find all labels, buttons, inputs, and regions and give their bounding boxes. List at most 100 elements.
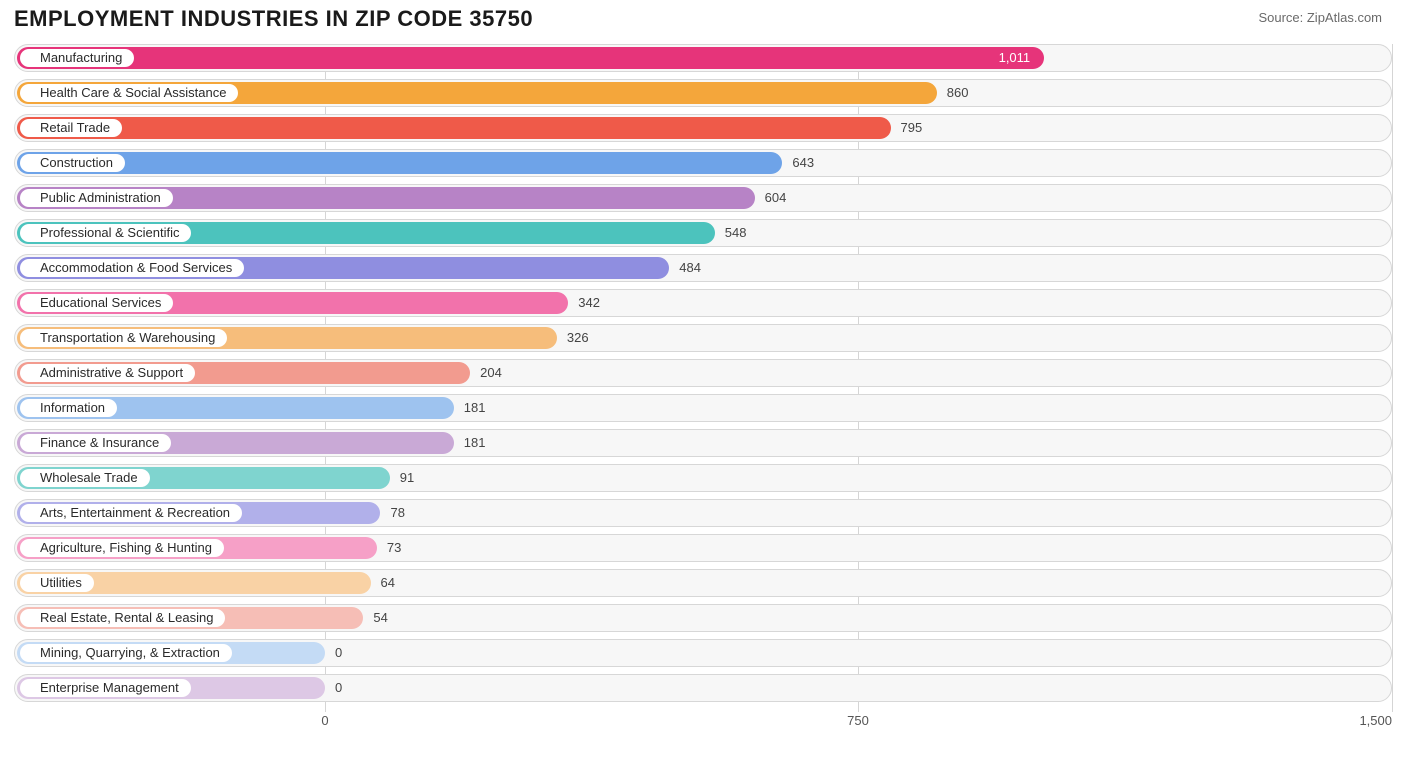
bar-label-pill: Real Estate, Rental & Leasing <box>20 609 225 627</box>
bar-label: Educational Services <box>40 295 161 310</box>
bar-value: 643 <box>792 149 814 177</box>
bar-label-pill: Enterprise Management <box>20 679 191 697</box>
bar-label: Real Estate, Rental & Leasing <box>40 610 213 625</box>
bar-value: 64 <box>381 569 395 597</box>
pill-dot-icon <box>24 296 38 310</box>
bar-label: Finance & Insurance <box>40 435 159 450</box>
bar-value: 91 <box>400 464 414 492</box>
bar-row: Manufacturing 1,011 <box>14 44 1392 72</box>
chart-title: EMPLOYMENT INDUSTRIES IN ZIP CODE 35750 <box>14 6 533 32</box>
bar-label-pill: Construction <box>20 154 125 172</box>
pill-dot-icon <box>24 366 38 380</box>
pill-dot-icon <box>24 86 38 100</box>
bar-row: Agriculture, Fishing & Hunting 73 <box>14 534 1392 562</box>
pill-dot-icon <box>24 261 38 275</box>
bar <box>17 47 1044 69</box>
bar-label: Retail Trade <box>40 120 110 135</box>
bar-row: Wholesale Trade 91 <box>14 464 1392 492</box>
bar-label-pill: Wholesale Trade <box>20 469 150 487</box>
bar-value: 0 <box>335 674 342 702</box>
bar-value: 181 <box>464 429 486 457</box>
bar-row: Mining, Quarrying, & Extraction0 <box>14 639 1392 667</box>
bar-row: Public Administration 604 <box>14 184 1392 212</box>
bar-value: 181 <box>464 394 486 422</box>
bar-value: 795 <box>901 114 923 142</box>
bar-row: Construction 643 <box>14 149 1392 177</box>
pill-dot-icon <box>24 121 38 135</box>
bar-row: Educational Services 342 <box>14 289 1392 317</box>
bar-label-pill: Health Care & Social Assistance <box>20 84 238 102</box>
bar-label-pill: Agriculture, Fishing & Hunting <box>20 539 224 557</box>
pill-dot-icon <box>24 191 38 205</box>
bar-label-pill: Public Administration <box>20 189 173 207</box>
bar-value: 204 <box>480 359 502 387</box>
bar-label-pill: Utilities <box>20 574 94 592</box>
bar-value: 860 <box>947 79 969 107</box>
bar-label: Professional & Scientific <box>40 225 179 240</box>
chart-rows: Manufacturing 1,011 Health Care & Social A… <box>14 44 1392 702</box>
chart-area: Manufacturing 1,011 Health Care & Social A… <box>14 44 1392 744</box>
chart-source: Source: ZipAtlas.com <box>1258 10 1382 25</box>
bar-value: 342 <box>578 289 600 317</box>
bar-value: 1,011 <box>999 44 1031 72</box>
bar-row: Transportation & Warehousing 326 <box>14 324 1392 352</box>
x-axis-tick-label: 1,500 <box>1359 713 1392 728</box>
bar-label: Administrative & Support <box>40 365 183 380</box>
pill-dot-icon <box>24 576 38 590</box>
bar-value: 484 <box>679 254 701 282</box>
bar-label: Arts, Entertainment & Recreation <box>40 505 230 520</box>
bar-label-pill: Finance & Insurance <box>20 434 171 452</box>
bar-value: 326 <box>567 324 589 352</box>
bar-label: Agriculture, Fishing & Hunting <box>40 540 212 555</box>
x-axis: 0 750 1,500 <box>14 709 1392 737</box>
x-axis-tick-label: 750 <box>847 713 869 728</box>
bar-value: 73 <box>387 534 401 562</box>
bar-row: Accommodation & Food Services 484 <box>14 254 1392 282</box>
gridline <box>1392 44 1393 712</box>
bar-row: Administrative & Support 204 <box>14 359 1392 387</box>
bar-label: Accommodation & Food Services <box>40 260 232 275</box>
bar-label-pill: Arts, Entertainment & Recreation <box>20 504 242 522</box>
bar <box>17 117 891 139</box>
bar-label-pill: Educational Services <box>20 294 173 312</box>
bar-label-pill: Information <box>20 399 117 417</box>
pill-dot-icon <box>24 506 38 520</box>
bar-row: Finance & Insurance 181 <box>14 429 1392 457</box>
bar-label: Utilities <box>40 575 82 590</box>
bar-row: Retail Trade 795 <box>14 114 1392 142</box>
bar-label-pill: Transportation & Warehousing <box>20 329 227 347</box>
x-axis-tick-label: 0 <box>321 713 328 728</box>
pill-dot-icon <box>24 51 38 65</box>
chart-header: EMPLOYMENT INDUSTRIES IN ZIP CODE 35750 … <box>0 0 1406 32</box>
bar-label: Wholesale Trade <box>40 470 138 485</box>
bar-value: 548 <box>725 219 747 247</box>
pill-dot-icon <box>24 611 38 625</box>
bar-value: 604 <box>765 184 787 212</box>
bar-label: Information <box>40 400 105 415</box>
bar-value: 54 <box>373 604 387 632</box>
bar-label: Construction <box>40 155 113 170</box>
bar-row: Enterprise Management 0 <box>14 674 1392 702</box>
pill-dot-icon <box>24 436 38 450</box>
bar-label-pill: Retail Trade <box>20 119 122 137</box>
bar-row: Utilities 64 <box>14 569 1392 597</box>
pill-dot-icon <box>24 401 38 415</box>
pill-dot-icon <box>24 646 38 660</box>
bar-label: Health Care & Social Assistance <box>40 85 226 100</box>
bar-row: Professional & Scientific 548 <box>14 219 1392 247</box>
bar-label-pill: Professional & Scientific <box>20 224 191 242</box>
bar-row: Real Estate, Rental & Leasing 54 <box>14 604 1392 632</box>
bar-label: Mining, Quarrying, & Extraction <box>40 645 220 660</box>
pill-dot-icon <box>24 226 38 240</box>
pill-dot-icon <box>24 541 38 555</box>
bar-label-pill: Manufacturing <box>20 49 134 67</box>
bar-label: Manufacturing <box>40 50 122 65</box>
bar <box>17 152 782 174</box>
bar-label: Public Administration <box>40 190 161 205</box>
bar-row: Health Care & Social Assistance 860 <box>14 79 1392 107</box>
pill-dot-icon <box>24 471 38 485</box>
pill-dot-icon <box>24 681 38 695</box>
bar-row: Information 181 <box>14 394 1392 422</box>
bar-label: Transportation & Warehousing <box>40 330 215 345</box>
bar-label: Enterprise Management <box>40 680 179 695</box>
